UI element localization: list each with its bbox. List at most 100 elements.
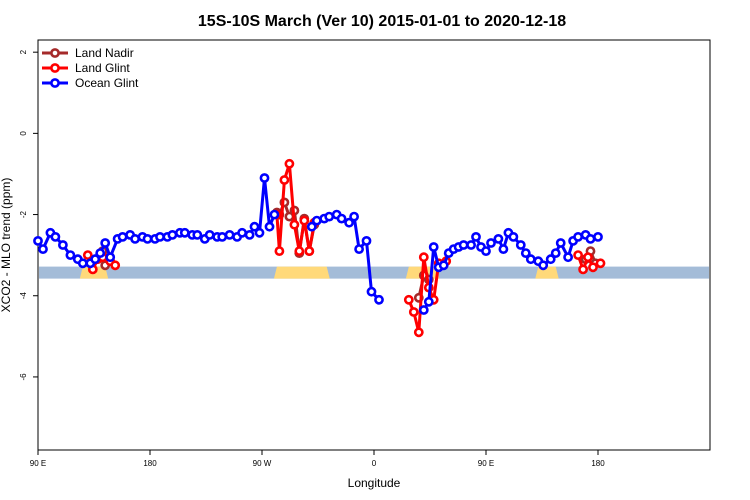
data-point — [294, 246, 305, 256]
data-point — [520, 248, 531, 258]
y-tick-label: -4 — [19, 292, 28, 300]
surface-bar — [39, 266, 709, 279]
data-point — [254, 227, 265, 238]
data-point — [458, 240, 469, 250]
data-point — [354, 244, 364, 254]
data-point — [585, 233, 596, 244]
data-point — [269, 209, 280, 220]
data-point — [130, 233, 140, 244]
data-point — [366, 286, 377, 297]
data-point — [595, 258, 606, 269]
x-tick-label: 90 E — [478, 459, 494, 468]
data-point — [545, 254, 556, 265]
data-point — [306, 221, 317, 232]
data-point — [438, 260, 449, 271]
chart-title: 15S-10S March (Ver 10) 2015-01-01 to 202… — [198, 13, 566, 30]
data-point — [244, 229, 255, 240]
y-tick-label: -2 — [19, 210, 28, 218]
data-point — [274, 246, 285, 256]
data-point — [403, 294, 414, 305]
data-point — [192, 229, 203, 240]
data-point — [82, 250, 93, 260]
series-layer — [33, 158, 606, 338]
series-line — [36, 176, 276, 265]
data-point — [413, 327, 424, 338]
data-point — [563, 252, 573, 263]
series-land-glint — [82, 158, 606, 338]
data-point — [179, 227, 190, 238]
data-point — [550, 248, 561, 258]
data-point — [374, 294, 384, 305]
x-tick-label: 180 — [143, 459, 157, 468]
data-point — [573, 250, 583, 260]
data-point — [428, 242, 439, 252]
data-point — [117, 231, 128, 242]
data-point — [299, 215, 310, 226]
data-point — [95, 248, 106, 258]
data-point — [508, 231, 519, 242]
x-tick-label: 180 — [591, 459, 605, 468]
data-point — [279, 175, 290, 185]
data-point — [418, 252, 429, 263]
data-point — [525, 254, 536, 265]
data-point — [50, 231, 61, 242]
legend-label: Ocean Glint — [75, 76, 139, 90]
data-point — [204, 229, 215, 240]
data-point — [217, 231, 228, 242]
data-point — [237, 227, 247, 238]
data-point — [284, 158, 295, 169]
legend-marker — [50, 78, 60, 88]
data-point — [167, 229, 178, 240]
data-point — [264, 221, 275, 232]
data-point — [471, 231, 481, 242]
x-tick-label: 90 W — [253, 459, 272, 468]
y-axis: 2 0 -2 -4 -6 — [19, 49, 38, 380]
legend-marker — [50, 63, 60, 73]
y-tick-label: 2 — [19, 49, 28, 54]
x-tick-label: 0 — [372, 459, 377, 468]
data-point — [90, 254, 101, 265]
data-point — [361, 235, 372, 246]
data-point — [573, 231, 583, 242]
y-tick-label: -6 — [19, 373, 28, 381]
data-point — [289, 219, 300, 230]
data-point — [593, 231, 603, 242]
data-point — [418, 305, 429, 315]
data-point — [58, 240, 68, 250]
data-point — [65, 250, 76, 260]
plot-frame — [37, 39, 711, 451]
data-point — [259, 173, 270, 183]
data-point — [515, 240, 526, 250]
data-point — [349, 211, 359, 222]
data-point — [481, 246, 491, 256]
legend-item: Ocean Glint — [42, 76, 139, 90]
data-point — [498, 244, 509, 254]
data-point — [311, 215, 322, 226]
data-point — [324, 211, 335, 222]
legend-item: Land Glint — [42, 61, 130, 75]
data-point — [486, 238, 496, 248]
data-point — [304, 246, 315, 256]
data-point — [578, 264, 588, 275]
x-axis-label: Longitude — [348, 476, 401, 490]
data-point — [33, 235, 43, 246]
x-tick-label: 90 E — [30, 459, 46, 468]
y-tick-label: 0 — [19, 131, 28, 136]
surface-ocean-band — [39, 266, 709, 279]
legend-label: Land Nadir — [75, 46, 134, 60]
legend-label: Land Glint — [75, 61, 130, 75]
data-point — [538, 260, 549, 271]
data-point — [249, 221, 260, 232]
x-axis: 90 E 180 90 W 0 90 E 180 — [30, 450, 605, 468]
legend-marker — [50, 48, 60, 58]
data-point — [100, 238, 111, 248]
data-point — [344, 217, 354, 228]
data-point — [555, 238, 566, 248]
data-point — [583, 252, 593, 263]
data-point — [105, 252, 116, 263]
data-point — [142, 233, 153, 244]
data-point — [493, 233, 504, 244]
data-point — [110, 260, 121, 271]
data-point — [408, 307, 419, 317]
